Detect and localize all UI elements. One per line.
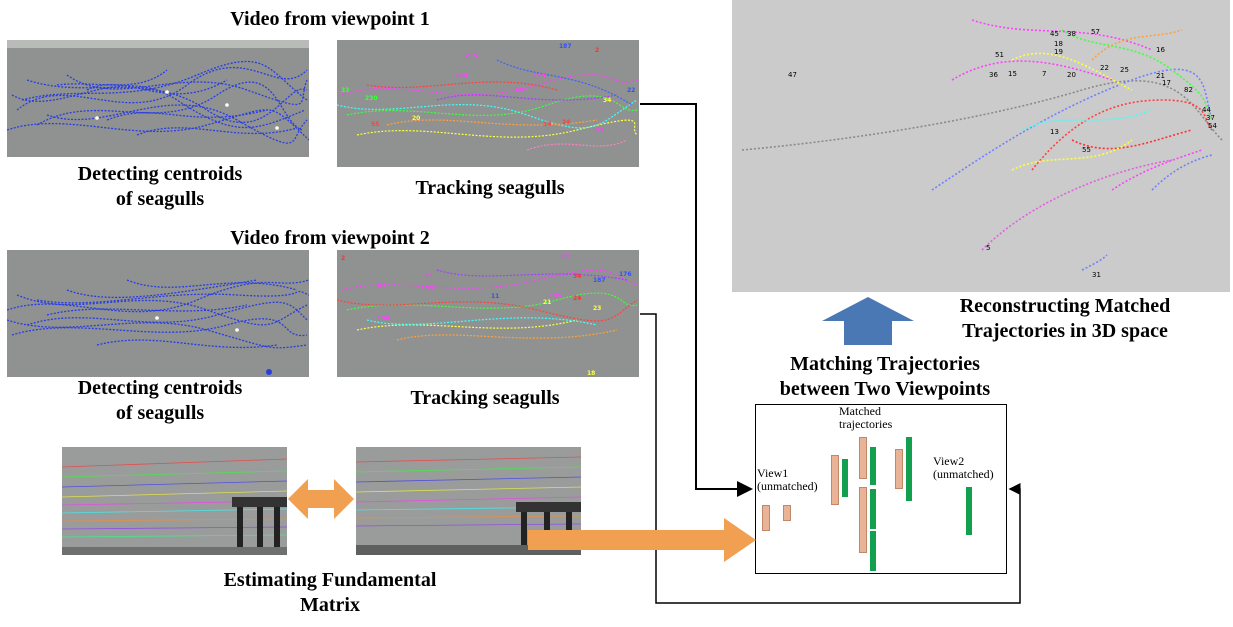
matched-green-bar-2 (870, 447, 876, 485)
track-id-5: 173 (533, 73, 546, 80)
epipolar-lines-left (62, 458, 287, 555)
reconstruction-image: 47 51 45 38 57 16 18 19 36 15 7 20 21 17… (732, 0, 1230, 292)
viewpoint1-title: Video from viewpoint 1 (230, 8, 430, 30)
point-id-18: 54 (1208, 122, 1217, 130)
view1-unmatched-bar-1 (762, 505, 770, 531)
viewpoint1-detect-label: Detecting centroids of seagulls (77, 163, 243, 210)
point-id-15: 82 (1184, 86, 1193, 94)
point-id-17: 37 (1206, 114, 1215, 122)
matched-orange-bar-3 (859, 487, 867, 553)
track-id-3: 215 (465, 53, 478, 60)
point-id-21: 5 (986, 244, 990, 252)
matched-orange-bar-2 (859, 437, 867, 479)
point-id-23: 22 (1100, 64, 1109, 72)
point-id-16: 44 (1202, 106, 1211, 114)
track2-id-15: 18 (587, 370, 595, 377)
viewpoint1-detection-image (7, 40, 309, 157)
point-id-13: 21 (1156, 72, 1165, 80)
track2-id-7: 176 (619, 271, 632, 278)
point-id-12: 20 (1067, 71, 1076, 79)
point-id-14: 17 (1162, 79, 1171, 87)
view1-label: View1 (unmatched) (757, 466, 818, 493)
track2-id-6: 187 (593, 277, 606, 284)
track-id-11: 14 (543, 121, 551, 128)
point-id-2: 51 (995, 51, 1004, 59)
track2-id-12: 21 (543, 299, 551, 306)
point-id-22: 31 (1092, 271, 1101, 279)
point-id-4: 38 (1067, 30, 1076, 38)
tracking-trails-2: 2 62 63 193 71 187 176 11 34 24 194 21 2… (337, 253, 638, 377)
point-id-7: 18 (1054, 40, 1063, 48)
viewpoint1-tracking-image: 187 2 215 129 173 33 230 58 55 24 14 34 … (337, 40, 639, 167)
point-id-5: 57 (1091, 28, 1100, 36)
track-id-13: 20 (412, 115, 420, 122)
track2-id-14: 195 (549, 293, 562, 300)
track-id-6: 33 (341, 87, 349, 94)
track-id-14: 93 (595, 127, 603, 134)
track2-id-1: 2 (341, 255, 345, 262)
track-id-9: 55 (371, 121, 379, 128)
track2-id-9: 34 (573, 273, 581, 280)
viewpoint2-detect-label: Detecting centroids of seagulls (77, 377, 243, 424)
track2-id-11: 194 (377, 315, 390, 322)
point-id-10: 15 (1008, 70, 1017, 78)
fundamental-image-left (62, 447, 287, 555)
detection-trails-2 (7, 279, 309, 375)
track-id-15: 22 (627, 87, 635, 94)
track-id-1: 187 (559, 43, 572, 50)
bidirectional-orange-arrow (288, 479, 354, 519)
detection-trails-1 (7, 40, 309, 144)
matching-box: Matched trajectories View1 (unmatched) V… (755, 404, 1007, 574)
track-id-8: 58 (515, 87, 523, 94)
up-blue-arrow (822, 297, 914, 345)
point-id-19: 13 (1050, 128, 1059, 136)
track2-id-10: 24 (573, 295, 581, 302)
matching-title: Matching Trajectories between Two Viewpo… (779, 353, 991, 400)
point-id-11: 7 (1042, 70, 1046, 78)
matched-orange-bar-4 (895, 449, 903, 489)
point-id-9: 36 (989, 71, 998, 79)
point-id-6: 16 (1156, 46, 1165, 54)
tracking-trails-1: 187 2 215 129 173 33 230 58 55 24 14 34 … (337, 43, 638, 151)
track2-id-4: 193 (421, 285, 434, 292)
point-id-24: 25 (1120, 66, 1129, 74)
track2-id-5: 71 (425, 273, 433, 280)
matched-green-bar-3 (870, 489, 876, 529)
fundamental-label: Estimating Fundamental Matrix (223, 569, 437, 616)
reconstruction-label: Reconstructing Matched Trajectories in 3… (959, 295, 1171, 342)
viewpoint1-track-label: Tracking seagulls (415, 177, 565, 199)
track2-id-8: 11 (491, 293, 499, 300)
view2-unmatched-bar (966, 487, 972, 535)
track-id-7: 230 (365, 95, 378, 102)
point-id-3: 45 (1050, 30, 1059, 38)
track2-id-3: 63 (377, 283, 385, 290)
matched-green-bar-4 (870, 531, 876, 571)
point-id-8: 19 (1054, 48, 1063, 56)
track-id-12: 34 (603, 97, 611, 104)
reconstruction-trajectories: 47 51 45 38 57 16 18 19 36 15 7 20 21 17… (741, 19, 1223, 279)
matched-green-bar-1 (842, 459, 848, 497)
track2-id-13: 23 (593, 305, 601, 312)
track-id-4: 129 (455, 73, 468, 80)
viewpoint2-tracking-image: 2 62 63 193 71 187 176 11 34 24 194 21 2… (337, 250, 639, 377)
view2-label: View2 (unmatched) (933, 454, 994, 481)
viewpoint2-detection-image (7, 250, 309, 377)
point-id-20: 55 (1082, 146, 1091, 154)
matched-green-bar-5 (906, 437, 912, 501)
viewpoint2-track-label: Tracking seagulls (410, 387, 560, 409)
orange-arrow-to-matching (528, 518, 756, 562)
track2-id-2: 62 (562, 253, 570, 260)
track-id-2: 2 (595, 47, 599, 54)
view1-unmatched-bar-2 (783, 505, 791, 521)
track-id-10: 24 (562, 119, 570, 126)
matched-orange-bar-1 (831, 455, 839, 505)
viewpoint2-title: Video from viewpoint 2 (230, 227, 430, 249)
matched-label: Matched trajectories (839, 404, 893, 431)
point-id-1: 47 (788, 71, 797, 79)
